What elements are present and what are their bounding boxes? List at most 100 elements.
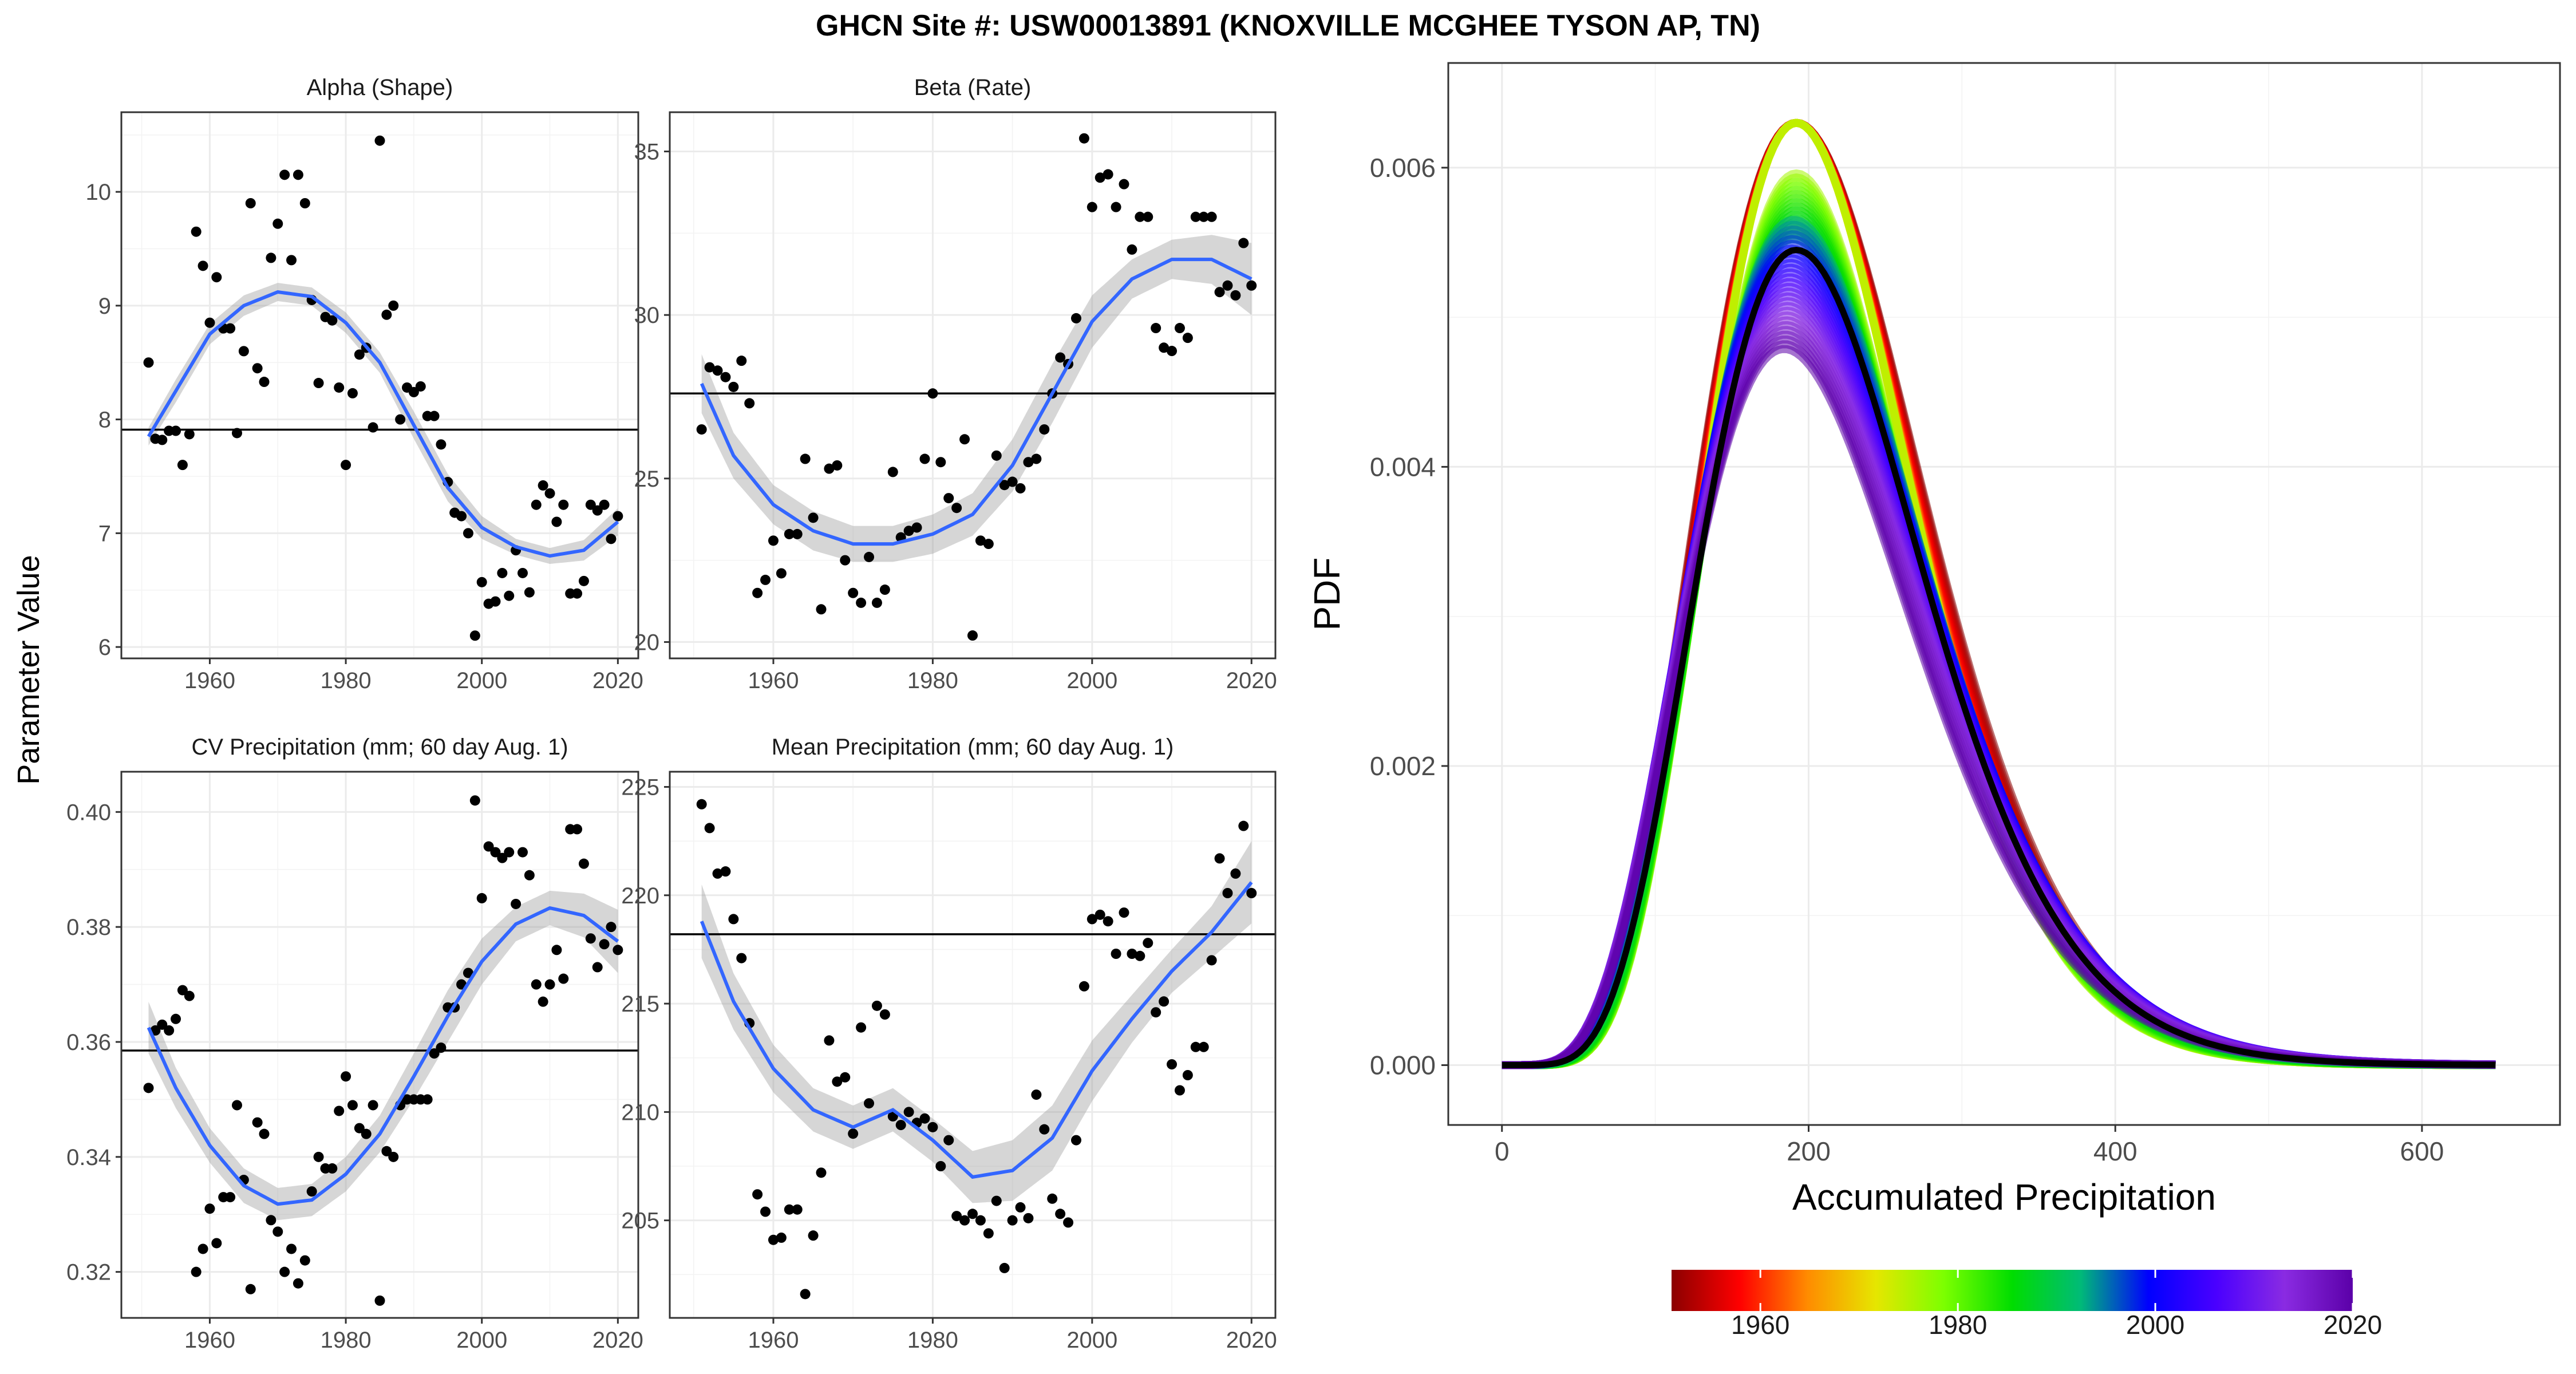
x-tick-label: 400 (2093, 1136, 2138, 1166)
data-point (341, 1071, 351, 1082)
data-point (927, 1122, 938, 1132)
panel-border (1447, 62, 2561, 1126)
data-point (272, 1226, 283, 1237)
data-point (1143, 938, 1153, 949)
data-point (768, 535, 779, 546)
data-point (696, 424, 707, 435)
data-point (293, 1278, 303, 1289)
data-point (1039, 424, 1050, 435)
x-tick-label: 1980 (321, 1328, 372, 1353)
data-point (871, 1000, 882, 1011)
colorbar-tick-label: 1960 (1731, 1310, 1789, 1340)
data-point (463, 968, 473, 978)
data-point (306, 1186, 317, 1197)
data-point (497, 567, 508, 578)
data-point (238, 346, 249, 357)
data-point (177, 460, 188, 471)
data-point (1222, 280, 1233, 291)
confidence-band (701, 841, 1252, 1203)
mean-precipitation-panel: Mean Precipitation (mm; 60 day Aug. 1) 19… (621, 735, 1277, 1353)
data-point (951, 1211, 962, 1222)
data-point (959, 434, 970, 445)
data-point (1086, 202, 1097, 212)
data-point (279, 169, 290, 180)
data-point (760, 1206, 771, 1217)
data-point (1230, 290, 1241, 301)
data-point (490, 596, 501, 607)
data-point (299, 1255, 310, 1266)
data-point (752, 1189, 763, 1200)
data-point (1103, 169, 1113, 180)
data-point (354, 1123, 365, 1134)
data-point (143, 357, 154, 368)
cv-precipitation-panel: CV Precipitation (mm; 60 day Aug. 1) 1960… (66, 735, 643, 1353)
x-tick-label: 2020 (1226, 668, 1277, 693)
data-point (544, 488, 555, 499)
data-point (1246, 888, 1257, 898)
data-point (613, 511, 623, 522)
y-tick-label: 215 (621, 992, 659, 1017)
x-tick-label: 2000 (1066, 1328, 1117, 1353)
y-tick-label: 0.004 (1370, 452, 1436, 481)
data-point (1007, 1215, 1018, 1226)
data-point (1086, 914, 1097, 925)
data-point (422, 1094, 433, 1105)
data-point (1206, 955, 1217, 966)
x-tick-label: 1980 (907, 668, 958, 693)
panel-border (120, 111, 639, 660)
data-point (728, 914, 739, 925)
pdf-panel: 0 200 400 600 0.000 0.002 0.004 0.006 Accumulate… (1306, 62, 2561, 1218)
data-point (895, 1120, 906, 1131)
data-point (784, 528, 795, 539)
data-point (704, 362, 715, 373)
data-point (1103, 916, 1113, 927)
data-point (245, 198, 256, 208)
data-point (1246, 280, 1257, 291)
data-point (1039, 1124, 1050, 1135)
data-point (943, 1135, 954, 1146)
alpha-shape-panel: Alpha (Shape) 1960 1980 2000 2020 6 7 8 9 10 (86, 75, 643, 693)
x-tick-label: 1960 (184, 668, 235, 693)
data-point (286, 1243, 297, 1254)
data-point (259, 377, 270, 388)
data-point (951, 503, 962, 514)
data-point (1151, 323, 1161, 334)
data-point (1159, 342, 1170, 353)
data-point (272, 218, 283, 229)
data-point (1023, 1213, 1034, 1223)
data-point (1151, 1007, 1161, 1018)
data-point (313, 378, 324, 389)
data-point (871, 597, 882, 608)
data-point (225, 323, 236, 334)
data-point (368, 422, 378, 433)
data-point (381, 309, 392, 320)
data-point (341, 460, 351, 471)
data-point (599, 499, 610, 510)
data-point (1070, 313, 1081, 323)
confidence-band (148, 890, 618, 1221)
data-point (334, 382, 345, 393)
data-point (967, 630, 978, 641)
data-point (704, 823, 715, 834)
y-tick-label: 6 (98, 635, 111, 660)
data-point (1063, 1217, 1074, 1228)
colorbar-tick-label: 2000 (2126, 1310, 2184, 1340)
data-point (1015, 1202, 1026, 1213)
data-point (1167, 1059, 1178, 1070)
data-point (696, 799, 707, 810)
data-point (1055, 1209, 1066, 1219)
y-axis-label: PDF (1306, 558, 1348, 631)
data-point (887, 467, 898, 477)
y-tick-label: 0.36 (66, 1030, 111, 1055)
data-point (720, 372, 731, 382)
data-point (558, 499, 569, 510)
data-point (1238, 820, 1249, 831)
data-point (245, 1284, 256, 1294)
data-point (347, 388, 358, 398)
data-point (469, 795, 480, 806)
data-point (919, 453, 930, 464)
panel-title: Alpha (Shape) (307, 75, 453, 100)
data-point (1047, 1193, 1058, 1204)
